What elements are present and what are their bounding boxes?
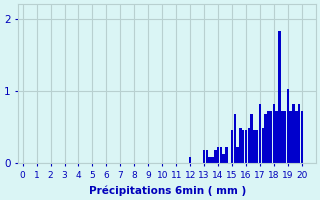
Bar xyxy=(250,114,253,163)
Bar xyxy=(270,111,272,163)
Bar xyxy=(234,114,236,163)
Bar xyxy=(300,111,303,163)
Bar xyxy=(295,111,298,163)
Bar xyxy=(208,157,211,163)
Bar xyxy=(281,111,284,163)
Bar xyxy=(278,31,281,163)
Bar xyxy=(298,104,300,163)
Bar xyxy=(242,130,244,163)
Bar xyxy=(290,111,292,163)
Bar xyxy=(273,104,275,163)
Bar xyxy=(225,147,228,163)
Bar xyxy=(239,128,242,163)
Bar xyxy=(206,150,208,163)
Bar xyxy=(261,128,264,163)
Bar xyxy=(292,104,295,163)
X-axis label: Précipitations 6min ( mm ): Précipitations 6min ( mm ) xyxy=(89,185,246,196)
Bar xyxy=(284,111,286,163)
Bar xyxy=(222,154,225,163)
Bar xyxy=(248,128,250,163)
Bar xyxy=(220,147,222,163)
Bar xyxy=(264,114,267,163)
Bar xyxy=(287,89,289,163)
Bar xyxy=(276,111,278,163)
Bar xyxy=(256,130,259,163)
Bar xyxy=(236,147,239,163)
Bar xyxy=(214,150,217,163)
Bar xyxy=(267,111,270,163)
Bar xyxy=(259,104,261,163)
Bar xyxy=(253,130,256,163)
Bar xyxy=(245,130,247,163)
Bar xyxy=(231,130,233,163)
Bar xyxy=(189,157,191,163)
Bar xyxy=(217,147,219,163)
Bar xyxy=(211,157,214,163)
Bar xyxy=(203,150,205,163)
